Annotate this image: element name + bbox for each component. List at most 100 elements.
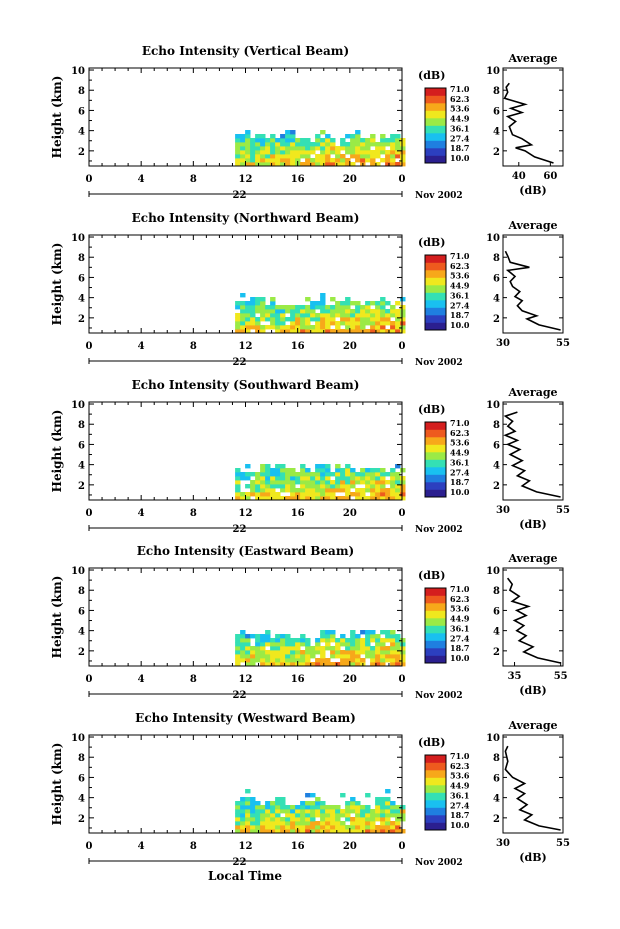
heatmap-cell xyxy=(280,825,286,830)
heatmap-cell xyxy=(260,162,266,167)
heatmap-cell xyxy=(320,492,326,497)
heatmap-cell xyxy=(340,634,346,639)
colorbar-swatch xyxy=(425,815,446,823)
heatmap-cell xyxy=(275,154,281,159)
heatmap-cell xyxy=(365,317,371,322)
heatmap-cell xyxy=(320,130,326,135)
colorbar-swatch xyxy=(425,770,446,778)
heatmap-cell xyxy=(275,464,281,469)
heatmap-cell xyxy=(375,150,381,155)
heatmap-cell xyxy=(380,813,386,818)
heatmap-cell xyxy=(280,158,286,163)
colorbar-swatch xyxy=(425,422,446,430)
heatmap-cell xyxy=(370,650,376,655)
heatmap-cell xyxy=(250,309,256,314)
heatmap-cell xyxy=(290,496,296,501)
heatmap-cell xyxy=(350,321,356,326)
heatmap-cell xyxy=(285,650,291,655)
heatmap-cell xyxy=(235,642,241,647)
heatmap-cell xyxy=(395,476,401,481)
heatmap-cell xyxy=(255,492,261,497)
heatmap-cell xyxy=(280,650,286,655)
colorbar-tick-label: 36.1 xyxy=(450,123,469,133)
heatmap-cell xyxy=(325,488,331,493)
heatmap-cell xyxy=(355,150,361,155)
heatmap-cell xyxy=(295,138,301,143)
heatmap-cell xyxy=(270,301,276,306)
average-title: Average xyxy=(507,719,557,732)
heatmap-cell xyxy=(305,142,311,147)
heatmap-cell xyxy=(390,162,396,167)
heatmap-cell xyxy=(250,829,256,834)
heatmap-cell xyxy=(310,829,316,834)
heatmap-cell xyxy=(395,488,401,493)
heatmap-cell xyxy=(330,650,336,655)
heatmap-cell xyxy=(235,313,241,318)
heatmap-cell xyxy=(245,496,251,501)
heatmap-cell xyxy=(345,134,351,139)
average-y-tick-label: 10 xyxy=(486,233,500,244)
heatmap-cell xyxy=(235,650,241,655)
heatmap-cell xyxy=(355,654,361,659)
heatmap-cell xyxy=(245,146,251,151)
heatmap-cell xyxy=(340,662,346,667)
heatmap-cell xyxy=(300,321,306,326)
heatmap-cell xyxy=(270,654,276,659)
x-tick-label: 20 xyxy=(343,508,357,519)
heatmap-cell xyxy=(365,642,371,647)
heatmap-cell xyxy=(275,638,281,643)
heatmap-cell xyxy=(335,313,341,318)
heatmap-cell xyxy=(310,805,316,810)
heatmap-cell xyxy=(285,150,291,155)
heatmap-cell xyxy=(265,325,271,330)
heatmap-cell xyxy=(245,805,251,810)
heatmap-cell xyxy=(365,138,371,143)
average-title: Average xyxy=(507,386,557,399)
heatmap-cell xyxy=(385,142,391,147)
heatmap-cell xyxy=(290,317,296,322)
heatmap-cell xyxy=(265,801,271,806)
average-y-tick-label: 10 xyxy=(486,66,500,77)
heatmap-cell xyxy=(315,146,321,151)
heatmap-cell xyxy=(365,476,371,481)
heatmap-cell xyxy=(320,158,326,163)
y-tick-label: 2 xyxy=(78,147,85,158)
heatmap-cell xyxy=(295,317,301,322)
heatmap-cell xyxy=(395,817,401,822)
heatmap-cell xyxy=(340,650,346,655)
x-tick-label: 20 xyxy=(343,674,357,685)
heatmap-cell xyxy=(295,321,301,326)
y-tick-label: 4 xyxy=(78,461,85,472)
heatmap-cell xyxy=(380,138,386,143)
heatmap-cell xyxy=(235,134,241,139)
heatmap-cell xyxy=(310,317,316,322)
heatmap-cell xyxy=(260,813,266,818)
heatmap-cell xyxy=(395,321,401,326)
colorbar: (dB)71.062.353.644.936.127.418.710.0 xyxy=(418,69,470,164)
heatmap-cell xyxy=(335,821,341,826)
heatmap-cell xyxy=(390,662,396,667)
heatmap-cell xyxy=(330,634,336,639)
heatmap-cell xyxy=(275,484,281,489)
average-y-tick-label: 10 xyxy=(486,400,500,411)
y-tick-label: 2 xyxy=(78,314,85,325)
heatmap-cell xyxy=(285,472,291,477)
heatmap-cell xyxy=(255,805,261,810)
heatmap-cell xyxy=(360,142,366,147)
heatmap-cell xyxy=(235,329,241,334)
month-label: Nov 2002 xyxy=(415,191,463,201)
heatmap-cell xyxy=(255,134,261,139)
heatmap-cell xyxy=(345,496,351,501)
heatmap-cell xyxy=(400,654,406,659)
average-y-tick-label: 8 xyxy=(493,253,500,264)
heatmap-cell xyxy=(305,492,311,497)
heatmap-cell xyxy=(350,309,356,314)
heatmap-cell xyxy=(320,317,326,322)
heatmap-cell xyxy=(290,817,296,822)
colorbar-swatch xyxy=(425,103,446,111)
heatmap-cell xyxy=(290,813,296,818)
heatmap-cell xyxy=(390,654,396,659)
x-tick-label: 8 xyxy=(190,841,197,852)
average-x-label: (dB) xyxy=(519,684,546,697)
heatmap-cell xyxy=(315,468,321,473)
